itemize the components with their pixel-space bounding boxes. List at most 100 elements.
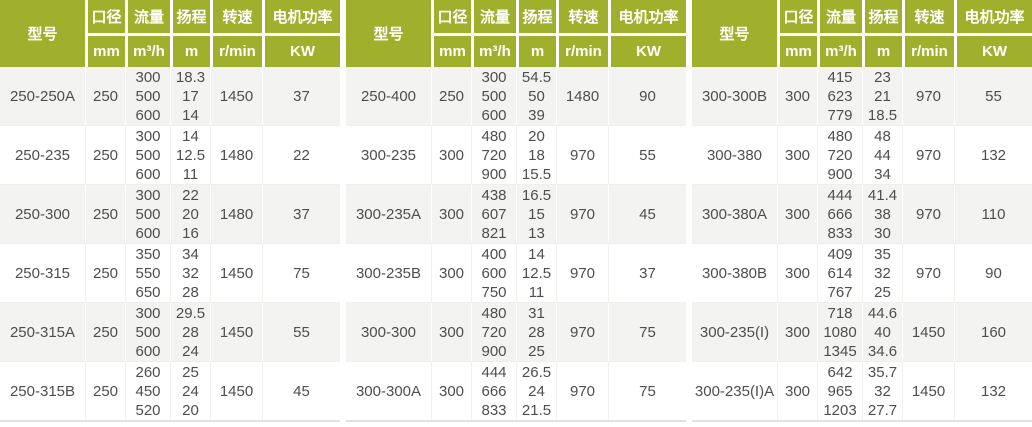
head-value: 21.5 <box>521 401 552 419</box>
head-value: 14 <box>528 245 545 263</box>
flow-cell: 300 500 600 <box>471 67 516 125</box>
header-model: 型号 <box>346 0 431 67</box>
power-cell: 37 <box>608 243 686 302</box>
head-cell: 29.5 28 24 <box>170 302 210 361</box>
unit-head: m <box>862 33 902 67</box>
head-value: 15 <box>528 205 545 223</box>
flow-cell: 300 500 600 <box>125 184 170 243</box>
unit-diameter: mm <box>85 33 125 67</box>
speed-cell: 1450 <box>210 302 262 361</box>
flow-cell: 480 720 900 <box>817 125 862 184</box>
header-flow: 流量 <box>817 0 862 33</box>
header-head: 扬程 <box>516 0 556 33</box>
flow-value: 444 <box>827 186 853 204</box>
table-row: 300-235(I) 300 718 1080 1345 44.6 40 34.6 1450 16… <box>692 302 1032 361</box>
flow-cell: 444 666 833 <box>471 361 516 420</box>
flow-cell: 480 720 900 <box>471 125 516 184</box>
flow-value: 600 <box>481 264 507 282</box>
flow-value: 642 <box>827 363 853 381</box>
power-cell: 45 <box>262 361 340 420</box>
power-cell: 45 <box>608 184 686 243</box>
flow-value: 350 <box>135 245 161 263</box>
unit-diameter: mm <box>431 33 471 67</box>
model-cell: 300-300B <box>692 67 777 125</box>
header-flow: 流量 <box>125 0 170 33</box>
spec-table-3: 型号 口径 流量 扬程 转速 电机功率 mm m³/h m r/min KW 300-300B 300 4… <box>692 0 1032 422</box>
head-cell: 23 21 18.5 <box>862 67 902 125</box>
head-value: 21 <box>874 87 891 105</box>
header-power: 电机功率 <box>608 0 686 33</box>
table-row: 300-300B 300 415 623 779 23 21 18.5 970 55 <box>692 67 1032 125</box>
spec-table-1: 型号 口径 流量 扬程 转速 电机功率 mm m³/h m r/min KW 250-250A 250 3… <box>0 0 340 422</box>
unit-power: KW <box>608 33 686 67</box>
flow-cell: 642 965 1203 <box>817 361 862 420</box>
table-row: 250-400 250 300 500 600 54.5 50 39 1480 90 <box>346 67 686 125</box>
flow-value: 600 <box>135 224 161 242</box>
diameter-cell: 300 <box>777 67 817 125</box>
flow-value: 720 <box>481 146 507 164</box>
diameter-cell: 250 <box>431 67 471 125</box>
model-cell: 250-300 <box>0 184 85 243</box>
model-cell: 250-315 <box>0 243 85 302</box>
head-value: 24 <box>528 382 545 400</box>
head-value: 28 <box>182 283 199 301</box>
model-cell: 300-235B <box>346 243 431 302</box>
head-cell: 25 24 20 <box>170 361 210 420</box>
head-value: 13 <box>528 224 545 242</box>
head-value: 32 <box>874 382 891 400</box>
speed-cell: 1480 <box>210 125 262 184</box>
unit-power: KW <box>262 33 340 67</box>
model-cell: 250-400 <box>346 67 431 125</box>
speed-cell: 970 <box>902 67 954 125</box>
head-value: 38 <box>874 205 891 223</box>
head-cell: 16.5 15 13 <box>516 184 556 243</box>
header-power: 电机功率 <box>262 0 340 33</box>
head-value: 20 <box>528 127 545 145</box>
speed-cell: 1450 <box>902 302 954 361</box>
head-value: 18 <box>528 146 545 164</box>
model-cell: 250-315A <box>0 302 85 361</box>
flow-value: 415 <box>827 68 853 86</box>
head-value: 24 <box>182 342 199 360</box>
flow-value: 900 <box>481 165 507 183</box>
header-head: 扬程 <box>170 0 210 33</box>
unit-flow: m³/h <box>125 33 170 67</box>
head-value: 15.5 <box>521 165 552 183</box>
diameter-cell: 300 <box>431 302 471 361</box>
diameter-cell: 250 <box>85 361 125 420</box>
head-value: 20 <box>182 205 199 223</box>
head-cell: 35.7 32 27.7 <box>862 361 902 420</box>
head-cell: 14 12.5 11 <box>170 125 210 184</box>
power-cell: 75 <box>608 302 686 361</box>
header-speed: 转速 <box>210 0 262 33</box>
unit-speed: r/min <box>556 33 608 67</box>
speed-cell: 1480 <box>556 67 608 125</box>
head-cell: 22 20 16 <box>170 184 210 243</box>
head-value: 39 <box>528 106 545 124</box>
power-cell: 37 <box>262 184 340 243</box>
head-value: 16.5 <box>521 186 552 204</box>
head-value: 25 <box>528 342 545 360</box>
diameter-cell: 300 <box>431 125 471 184</box>
header-speed: 转速 <box>902 0 954 33</box>
flow-value: 767 <box>827 283 853 301</box>
diameter-cell: 300 <box>431 243 471 302</box>
table-row: 250-250A 250 300 500 600 18.3 17 14 1450 37 <box>0 67 340 125</box>
head-cell: 26.5 24 21.5 <box>516 361 556 420</box>
flow-value: 900 <box>827 165 853 183</box>
flow-cell: 438 607 821 <box>471 184 516 243</box>
header-speed: 转速 <box>556 0 608 33</box>
head-value: 18.5 <box>867 106 898 124</box>
model-cell: 300-300 <box>346 302 431 361</box>
power-cell: 90 <box>608 67 686 125</box>
head-value: 32 <box>874 264 891 282</box>
head-cell: 48 44 34 <box>862 125 902 184</box>
table-row: 250-315B 250 260 450 520 25 24 20 1450 45 <box>0 361 340 420</box>
power-cell: 75 <box>608 361 686 420</box>
model-cell: 300-380 <box>692 125 777 184</box>
flow-cell: 444 666 833 <box>817 184 862 243</box>
table-row: 300-235A 300 438 607 821 16.5 15 13 970 45 <box>346 184 686 243</box>
power-cell: 160 <box>954 302 1032 361</box>
head-value: 35.7 <box>867 363 898 381</box>
flow-value: 666 <box>481 382 507 400</box>
